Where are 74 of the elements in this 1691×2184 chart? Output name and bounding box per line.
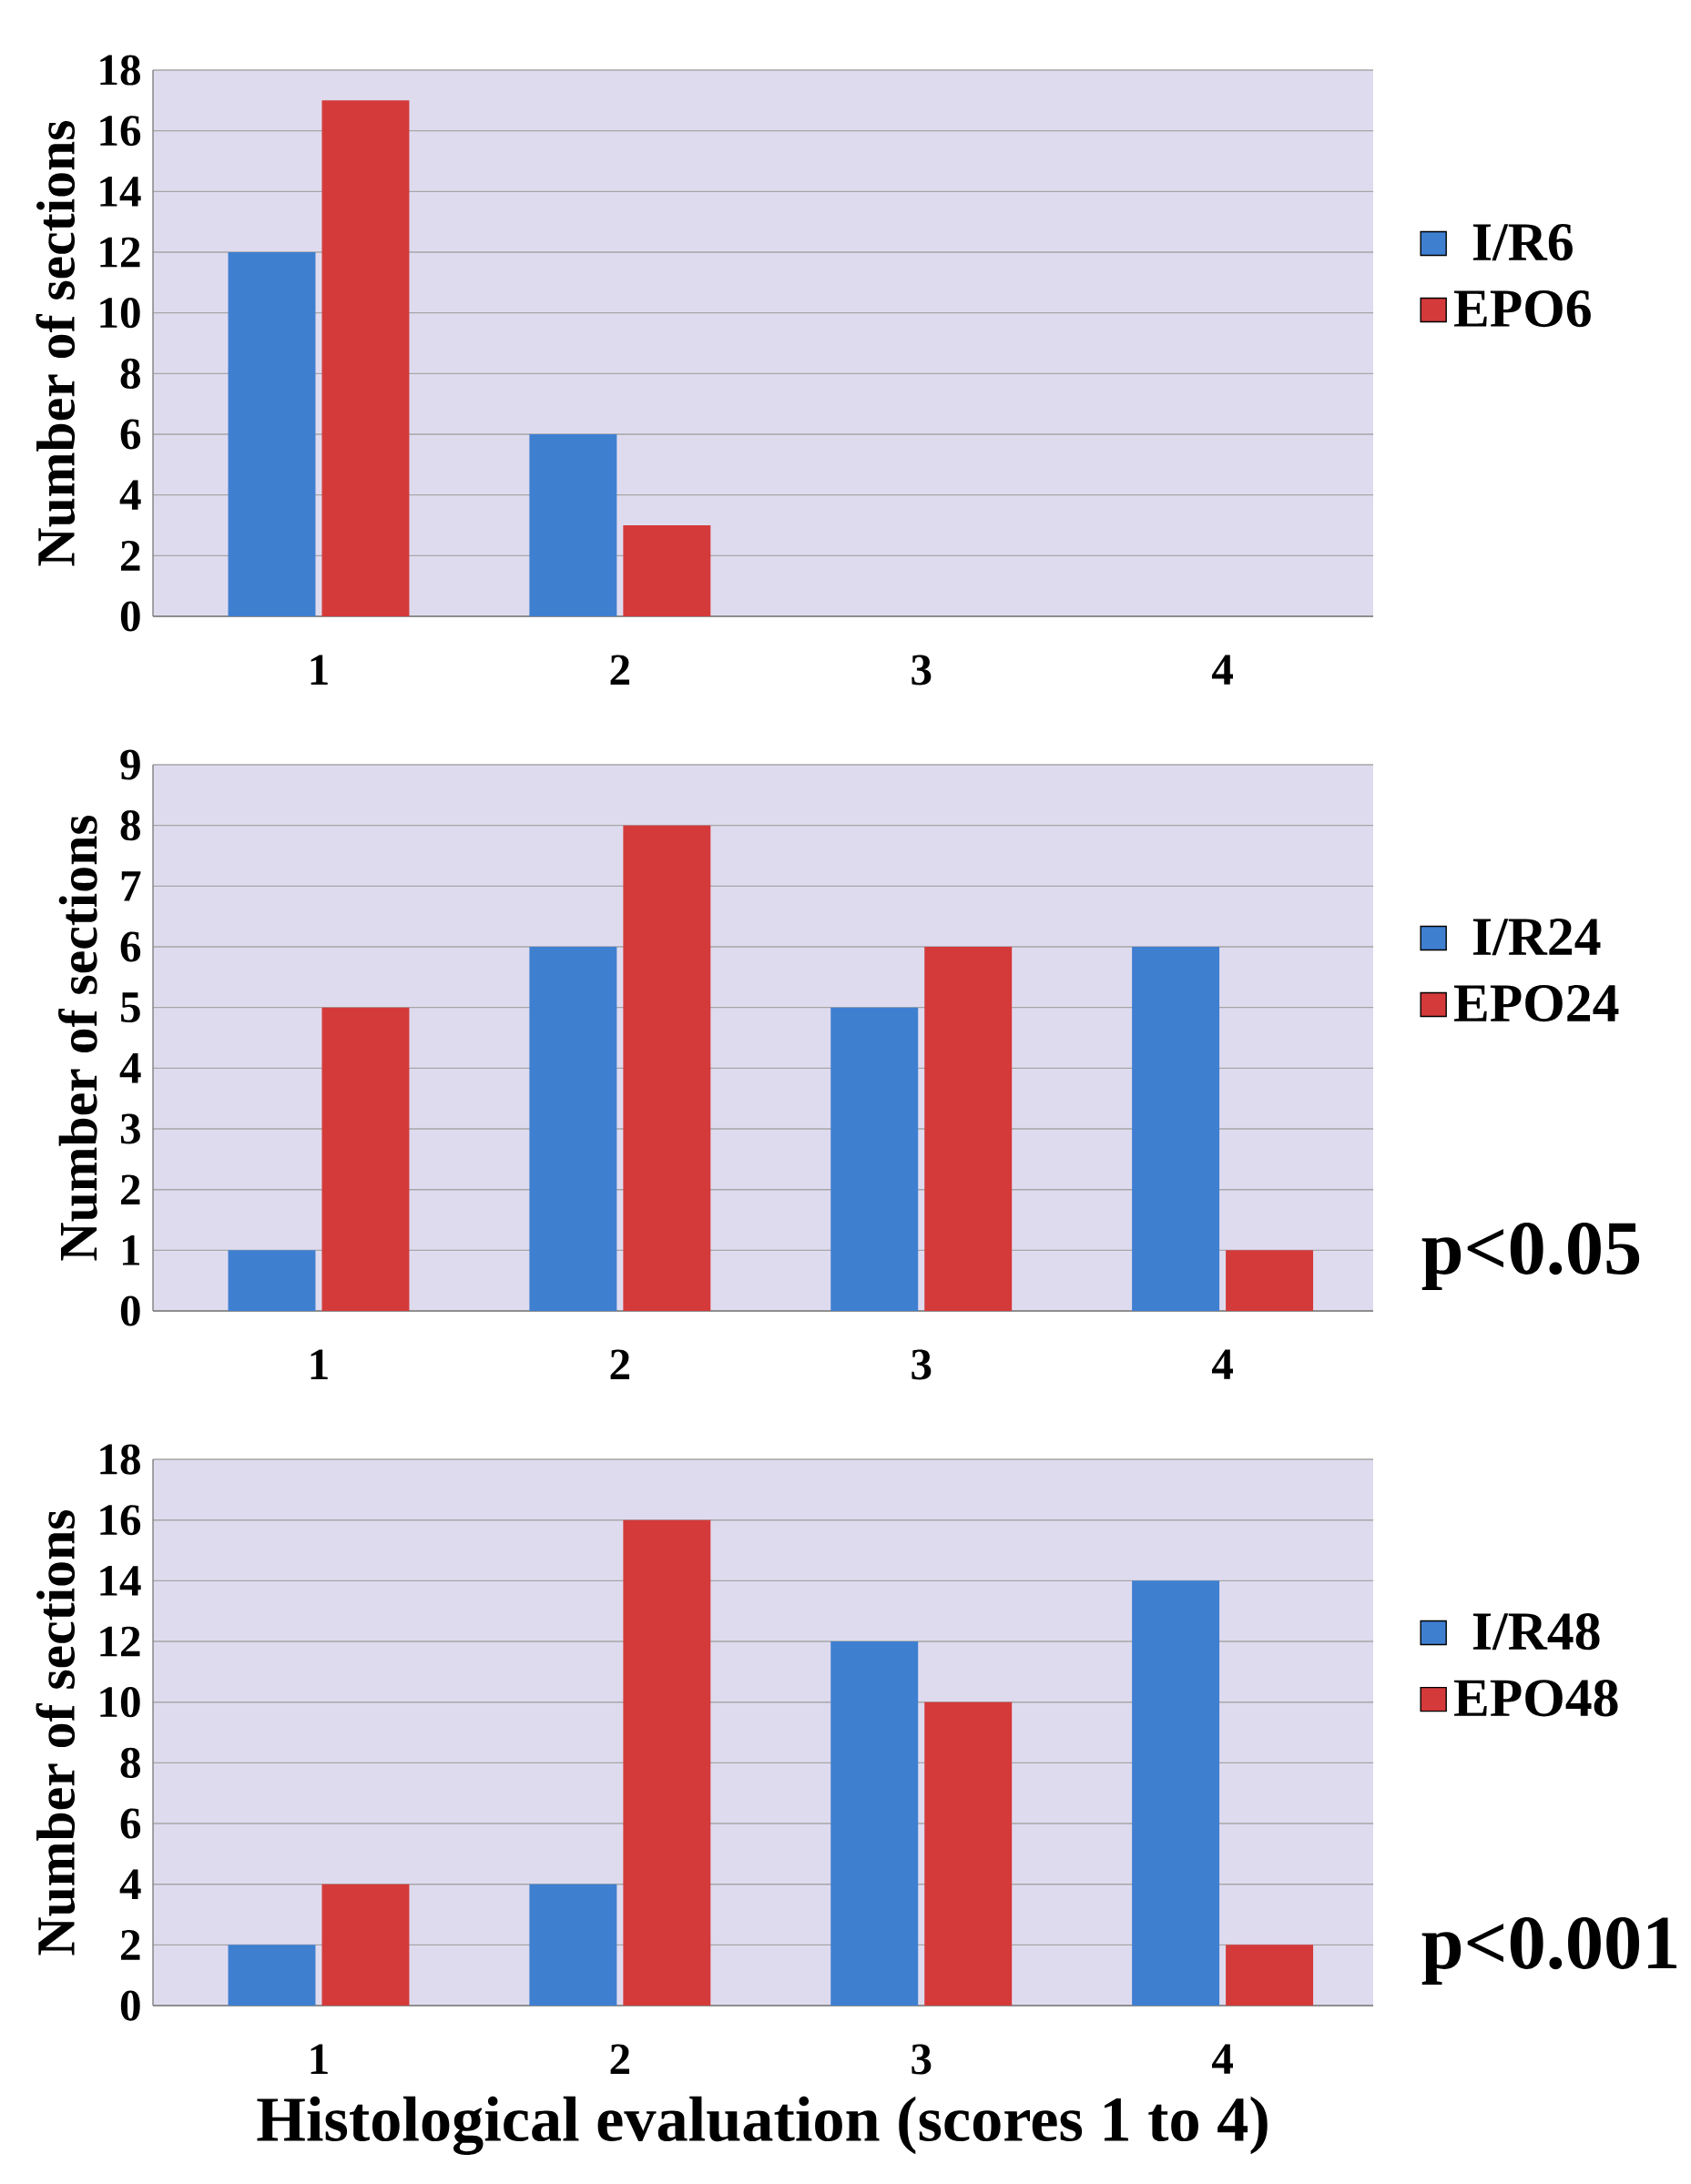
- x-tick-label: 4: [1211, 1349, 1233, 1379]
- y-tick-label: 8: [120, 810, 140, 841]
- legend-label: I/R48: [1472, 1612, 1600, 1651]
- legend-label: I/R24: [1472, 919, 1601, 956]
- y-axis-title: Number of sections: [36, 1509, 76, 1955]
- y-tick-label: 0: [120, 601, 140, 632]
- bar: [924, 1701, 1013, 2006]
- y-tick-label: 12: [100, 237, 140, 268]
- x-axis-title: Histological evaluation (scores 1 to 4): [257, 2096, 1268, 2155]
- y-tick-label: 18: [100, 1444, 140, 1475]
- bar: [321, 100, 410, 616]
- x-tick-label: 4: [1211, 655, 1233, 685]
- y-tick-label: 7: [121, 871, 141, 901]
- y-tick-label: 10: [100, 1687, 140, 1718]
- legend-label: EPO6: [1453, 290, 1591, 328]
- bar: [321, 1007, 410, 1311]
- y-tick-label: 14: [100, 1566, 141, 1596]
- y-tick-label: 6: [120, 1808, 141, 1839]
- text: p<0.05: [1421, 1222, 1640, 1291]
- bar: [228, 1250, 316, 1311]
- y-tick-label: 8: [120, 358, 140, 389]
- bar: [228, 252, 316, 616]
- y-tick-label: 9: [120, 749, 140, 780]
- text: p<0.001: [1421, 1916, 1676, 1986]
- y-tick-label: 18: [100, 55, 140, 86]
- y-tick-label: 0: [120, 1295, 140, 1326]
- x-tick-label: 1: [311, 2044, 328, 2074]
- y-tick-label: 16: [100, 1505, 141, 1536]
- x-tick-label: 4: [1211, 2044, 1233, 2074]
- bar: [830, 1007, 919, 1311]
- legend-label: EPO48: [1453, 1680, 1618, 1717]
- bar: [529, 1884, 617, 2006]
- x-tick-label: 2: [610, 1349, 629, 1379]
- bar: [623, 1519, 711, 2006]
- y-tick-label: 14: [100, 177, 141, 207]
- y-tick-label: 4: [119, 1053, 141, 1083]
- y-tick-label: 6: [120, 931, 141, 962]
- y-tick-label: 3: [120, 1113, 140, 1144]
- bar: [529, 947, 617, 1311]
- bar: [1132, 947, 1220, 1311]
- bar: [321, 1884, 410, 2006]
- bar: [830, 1641, 919, 2006]
- y-tick-label: 8: [120, 1747, 140, 1778]
- x-tick-label: 2: [610, 2044, 629, 2075]
- bar: [623, 525, 711, 616]
- y-axis-title: Number of sections: [36, 120, 76, 566]
- y-tick-label: 6: [120, 419, 141, 450]
- x-tick-label: 3: [912, 1349, 932, 1380]
- bar: [1226, 1250, 1313, 1311]
- y-tick-label: 2: [120, 1930, 140, 1960]
- bar: [1132, 1580, 1220, 2006]
- y-tick-label: 12: [100, 1626, 140, 1657]
- bar: [623, 825, 711, 1311]
- y-axis-title: Number of sections: [58, 815, 97, 1261]
- legend-label: EPO24: [1453, 985, 1619, 1022]
- y-tick-label: 2: [120, 541, 140, 571]
- y-tick-label: 10: [100, 298, 140, 329]
- legend-label: I/R6: [1472, 224, 1573, 261]
- x-tick-label: 3: [912, 2044, 932, 2075]
- x-tick-label: 1: [311, 655, 328, 685]
- y-tick-label: 4: [119, 1869, 141, 1899]
- bar: [924, 947, 1013, 1311]
- bar: [228, 1945, 316, 2006]
- y-tick-label: 16: [100, 116, 141, 147]
- bar: [1226, 1945, 1313, 2006]
- x-tick-label: 1: [311, 1349, 328, 1379]
- y-tick-label: 4: [119, 480, 141, 510]
- y-tick-label: 0: [120, 1990, 140, 2021]
- y-tick-label: 1: [122, 1235, 139, 1265]
- x-tick-label: 2: [610, 655, 629, 685]
- y-tick-label: 2: [120, 1174, 140, 1204]
- bar: [529, 434, 617, 616]
- y-tick-label: 5: [120, 992, 140, 1023]
- x-tick-label: 3: [912, 655, 932, 686]
